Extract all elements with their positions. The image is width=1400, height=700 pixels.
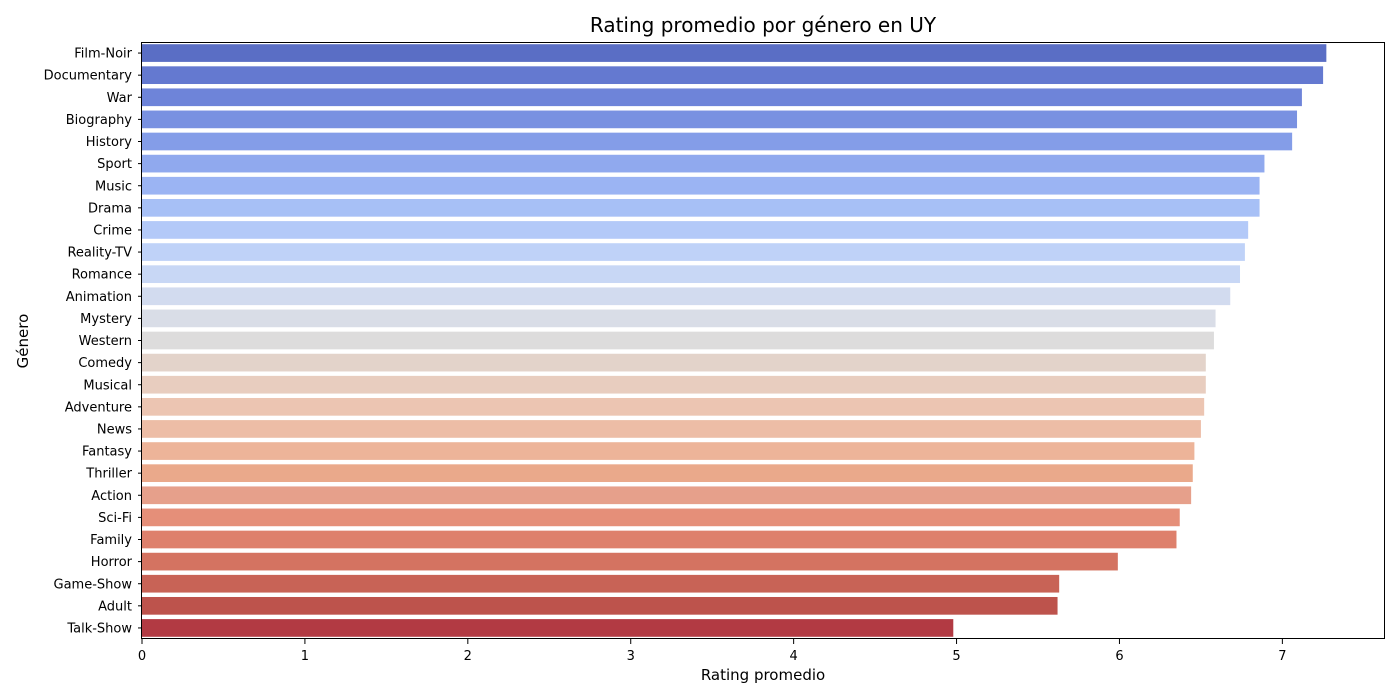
y-tick-label: War xyxy=(107,91,133,106)
x-tick-label: 2 xyxy=(464,649,472,664)
bar-reality-tv xyxy=(142,243,1245,261)
x-tick-label: 5 xyxy=(952,649,960,664)
bar-animation xyxy=(142,287,1231,306)
bar-musical xyxy=(142,375,1206,394)
bar-talk-show xyxy=(142,619,954,637)
bar-adult xyxy=(142,596,1058,615)
bar-thriller xyxy=(142,464,1193,483)
bar-action xyxy=(142,486,1192,505)
bar-biography xyxy=(142,110,1298,129)
x-ticks-group: 0 1 2 3 4 5 6 7 xyxy=(138,639,1287,664)
y-tick-label: Thriller xyxy=(85,467,132,482)
bar-war xyxy=(142,88,1302,107)
y-tick-label: Documentary xyxy=(44,69,133,84)
bar-history xyxy=(142,132,1293,151)
bar-drama xyxy=(142,198,1260,217)
plot-frame xyxy=(141,42,1385,639)
bars-group xyxy=(142,44,1327,637)
x-tick-label: 6 xyxy=(1115,649,1123,664)
y-tick-label: Music xyxy=(95,179,132,194)
y-tick-label: Crime xyxy=(93,223,132,238)
bar-documentary xyxy=(142,66,1324,85)
y-tick-label: Comedy xyxy=(78,356,132,371)
y-tick-label: Romance xyxy=(72,268,132,283)
bar-sci-fi xyxy=(142,508,1180,527)
bar-fantasy xyxy=(142,442,1195,460)
y-tick-label: Adventure xyxy=(65,400,132,415)
x-tick-label: 0 xyxy=(138,649,146,664)
bar-western xyxy=(142,331,1214,350)
y-tick-label: Game-Show xyxy=(54,577,133,592)
y-tick-label: Sport xyxy=(97,157,132,172)
y-ticks-group: Film-Noir Documentary War Biography History S… xyxy=(44,47,142,636)
chart-title: Rating promedio por género en UY xyxy=(590,13,937,37)
y-tick-label: Sci-Fi xyxy=(98,511,132,526)
x-tick-label: 4 xyxy=(789,649,797,664)
y-tick-label: Action xyxy=(91,489,132,504)
y-tick-label: Film-Noir xyxy=(74,47,132,62)
x-tick-label: 7 xyxy=(1278,649,1286,664)
bar-comedy xyxy=(142,353,1206,372)
y-tick-label: History xyxy=(86,135,133,150)
y-tick-label: Reality-TV xyxy=(67,246,132,261)
y-axis-title: Género xyxy=(14,314,32,369)
y-tick-label: Mystery xyxy=(80,312,132,327)
bar-music xyxy=(142,176,1260,195)
bar-romance xyxy=(142,265,1241,284)
y-tick-label: Adult xyxy=(98,599,132,614)
y-tick-label: Talk-Show xyxy=(66,621,132,636)
bar-family xyxy=(142,530,1177,549)
bar-horror xyxy=(142,552,1118,571)
bar-crime xyxy=(142,221,1249,239)
y-tick-label: Fantasy xyxy=(82,445,132,460)
x-axis-title: Rating promedio xyxy=(701,666,825,684)
y-tick-label: News xyxy=(97,422,132,437)
y-tick-label: Horror xyxy=(91,555,133,570)
y-tick-label: Family xyxy=(90,533,132,548)
y-tick-label: Biography xyxy=(66,113,133,128)
y-tick-label: Western xyxy=(79,334,132,349)
x-tick-label: 1 xyxy=(301,649,309,664)
y-tick-label: Drama xyxy=(88,201,132,216)
bar-film-noir xyxy=(142,44,1327,62)
y-tick-label: Musical xyxy=(83,378,132,393)
bar-adventure xyxy=(142,397,1205,416)
y-tick-label: Animation xyxy=(66,290,132,305)
bar-mystery xyxy=(142,309,1216,328)
x-tick-label: 3 xyxy=(627,649,635,664)
bar-news xyxy=(142,420,1201,438)
bar-sport xyxy=(142,154,1265,173)
bar-game-show xyxy=(142,574,1060,593)
